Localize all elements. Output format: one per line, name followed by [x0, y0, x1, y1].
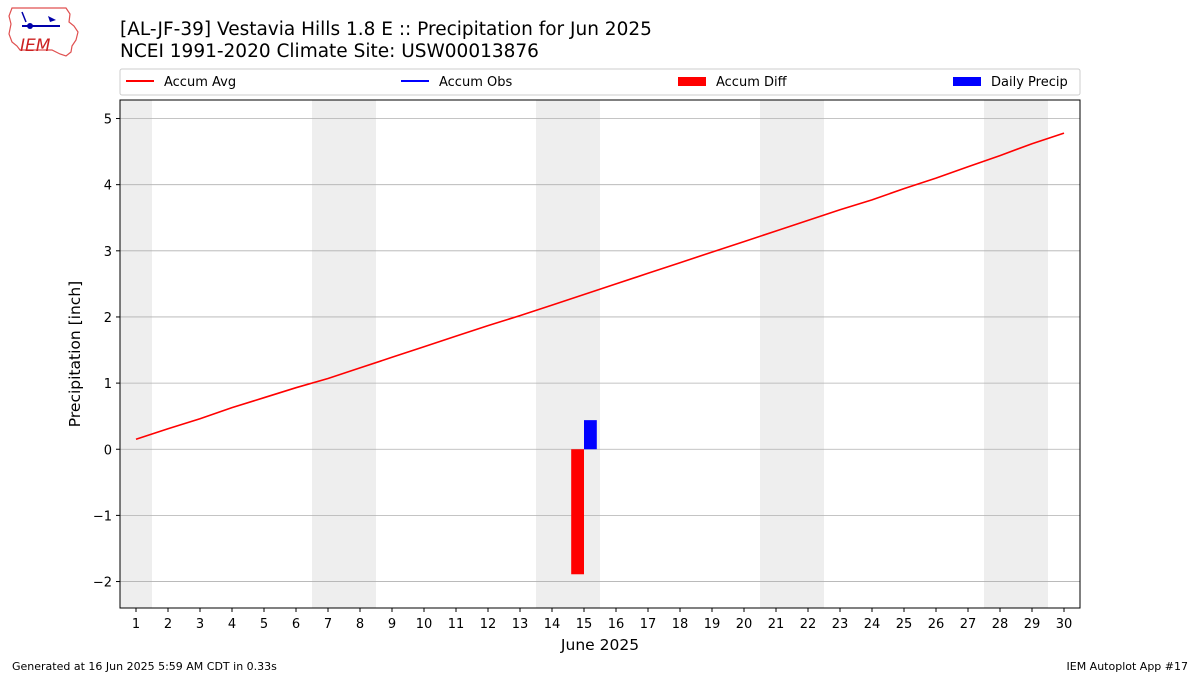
x-tick-label: 10 [416, 617, 433, 632]
logo-text: IEM [20, 36, 51, 56]
x-tick-label: 24 [864, 617, 881, 632]
x-tick-label: 5 [260, 617, 268, 632]
x-tick-label: 12 [480, 617, 497, 632]
y-tick-label: 0 [104, 443, 112, 458]
x-tick-label: 13 [512, 617, 529, 632]
x-tick-label: 19 [704, 617, 721, 632]
bar-series [571, 420, 597, 575]
y-axis-ticks: −2 −1 0 1 2 3 4 5 [93, 113, 120, 591]
line-series [135, 132, 1065, 441]
x-tick-label: 21 [768, 617, 785, 632]
x-tick-label: 4 [228, 617, 236, 632]
y-axis-label: Precipitation [inch] [66, 281, 84, 427]
x-tick-label: 16 [608, 617, 625, 632]
iem-logo: IEM [8, 7, 79, 57]
chart-subtitle: NCEI 1991-2020 Climate Site: USW00013876 [120, 41, 539, 62]
x-tick-label: 18 [672, 617, 689, 632]
weekend-shade [536, 100, 600, 608]
x-tick-label: 20 [736, 617, 753, 632]
legend-label: Accum Obs [439, 75, 512, 90]
x-tick-label: 30 [1056, 617, 1073, 632]
accum-diff-bar [571, 449, 584, 575]
legend-label: Accum Avg [164, 75, 236, 90]
chart-title: [AL-JF-39] Vestavia Hills 1.8 E :: Preci… [120, 19, 652, 40]
footer-app: IEM Autoplot App #17 [1067, 660, 1189, 673]
x-tick-label: 22 [800, 617, 817, 632]
x-tick-label: 3 [196, 617, 204, 632]
x-tick-label: 27 [960, 617, 977, 632]
y-tick-label: −1 [93, 509, 112, 524]
plot-frame [119, 99, 1081, 609]
y-tick-label: 4 [104, 179, 112, 194]
x-axis-label: June 2025 [560, 636, 639, 654]
x-tick-label: 29 [1024, 617, 1041, 632]
x-tick-label: 25 [896, 617, 913, 632]
x-tick-label: 9 [388, 617, 396, 632]
x-tick-label: 2 [164, 617, 172, 632]
x-tick-label: 8 [356, 617, 364, 632]
x-axis-ticks: 1 2 3 4 5 6 7 8 9 10 11 12 13 14 15 16 17 18 19 20 21 22 23 24 2… [132, 608, 1072, 632]
y-tick-label: −2 [93, 576, 112, 591]
chart-legend: Accum Avg Accum Obs Accum Diff Daily Precip [119, 68, 1081, 96]
x-tick-label: 6 [292, 617, 300, 632]
accum-avg-line [135, 132, 1065, 441]
x-tick-label: 7 [324, 617, 332, 632]
legend-swatch-bar [953, 77, 981, 86]
weekend-shade [760, 100, 824, 608]
y-tick-label: 3 [104, 245, 112, 260]
x-tick-label: 23 [832, 617, 849, 632]
x-tick-label: 17 [640, 617, 657, 632]
y-tick-label: 1 [104, 377, 112, 392]
x-tick-label: 28 [992, 617, 1009, 632]
y-tick-label: 2 [104, 311, 112, 326]
legend-label: Daily Precip [991, 75, 1068, 90]
x-tick-label: 14 [544, 617, 561, 632]
weekend-shade [312, 100, 376, 608]
daily-precip-bar [584, 420, 597, 450]
legend-swatch-bar [678, 77, 706, 86]
weekend-shade [120, 100, 152, 608]
weekend-shade [984, 100, 1048, 608]
legend-frame [119, 68, 1081, 96]
footer-generated: Generated at 16 Jun 2025 5:59 AM CDT in … [12, 660, 277, 673]
x-tick-label: 1 [132, 617, 140, 632]
legend-label: Accum Diff [716, 75, 788, 90]
x-tick-label: 11 [448, 617, 465, 632]
x-tick-label: 15 [576, 617, 593, 632]
grid-lines [120, 118, 1080, 582]
x-tick-label: 26 [928, 617, 945, 632]
y-tick-label: 5 [104, 113, 112, 128]
